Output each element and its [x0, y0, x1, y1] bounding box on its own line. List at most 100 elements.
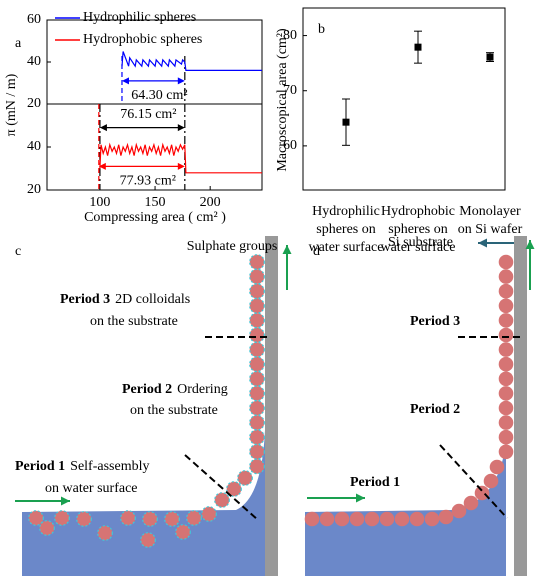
plot-frame: [302, 7, 506, 191]
panel-label: b: [318, 22, 325, 37]
colloid-sphere: [249, 443, 265, 460]
colloid-sphere: [249, 297, 265, 314]
data-point: [414, 43, 422, 51]
colloid-sphere: [474, 485, 490, 501]
data-line: [99, 142, 262, 174]
colloid-sphere: [249, 283, 265, 300]
colloid-sphere: [186, 510, 202, 526]
substrate-wall: [514, 236, 527, 576]
colloid-sphere: [349, 511, 365, 527]
period-description: Self-assembly: [70, 459, 149, 474]
y-tick-label: 40: [27, 139, 41, 154]
data-point: [342, 118, 350, 126]
colloid-sphere: [334, 511, 350, 527]
arrowhead: [356, 493, 365, 503]
x-tick-label: 150: [145, 195, 166, 210]
x-tick-label: 100: [89, 195, 110, 210]
y-tick-label: 70: [283, 83, 297, 98]
colloid-sphere: [28, 510, 44, 526]
period-name: Period 3: [60, 292, 110, 307]
substrate-label: Sulphate groups: [187, 239, 278, 254]
colloid-sphere: [394, 511, 410, 527]
colloid-sphere: [214, 492, 230, 508]
colloid-sphere: [483, 473, 499, 489]
arrowhead: [121, 77, 185, 85]
colloid-sphere: [498, 386, 514, 401]
colloid-sphere: [140, 532, 156, 548]
colloid-sphere: [498, 313, 514, 328]
period-name: Period 1: [15, 459, 65, 474]
y-tick-label: 40: [27, 54, 41, 69]
panel-label: d: [313, 244, 320, 259]
colloid-sphere: [498, 269, 514, 284]
period-label: Period 1 Self-assembly: [15, 459, 149, 474]
y-axis-label: Macroscopical area (cm²): [275, 28, 290, 172]
colloid-sphere: [249, 327, 265, 343]
colloid-sphere: [249, 341, 265, 358]
colloid-sphere: [249, 458, 265, 475]
data-point: [486, 53, 494, 61]
colloid-sphere: [201, 506, 217, 522]
x-tick-label: 200: [200, 195, 221, 210]
arrowhead: [282, 245, 292, 254]
colloid-sphere: [498, 429, 514, 445]
colloid-sphere: [76, 511, 92, 527]
colloid-sphere: [463, 495, 479, 511]
arrowhead: [61, 496, 70, 506]
period-name: Period 3: [410, 314, 460, 329]
y-tick-label: 20: [27, 96, 41, 111]
colloid-sphere: [498, 415, 514, 430]
colloid-sphere: [304, 511, 320, 527]
x-tick-label: Hydrophilic spheres on water surface: [308, 204, 383, 255]
period-name: Period 1: [350, 475, 400, 490]
arrowhead: [525, 240, 535, 249]
legend-label: Hydrophobic spheres: [83, 32, 202, 47]
period-boundary: [184, 454, 259, 521]
period-name: Period 2: [410, 402, 460, 417]
x-axis-label: Compressing area ( cm² ): [84, 210, 226, 225]
x-tick-label: Hydrophobic spheres on water surface: [380, 204, 455, 255]
colloid-sphere: [54, 510, 70, 526]
colloid-sphere: [249, 254, 265, 270]
y-tick-label: 80: [283, 28, 297, 43]
colloid-sphere: [498, 298, 514, 314]
period-description: on the substrate: [90, 314, 178, 329]
data-line: [121, 51, 262, 71]
y-tick-label: 20: [27, 182, 41, 197]
period-boundary: [439, 444, 508, 519]
colloid-sphere: [175, 524, 191, 540]
colloid-sphere: [249, 356, 265, 373]
period-label: Period 2 Ordering: [122, 382, 228, 397]
colloid-sphere: [120, 510, 136, 526]
period-description: 2D colloidals: [115, 292, 190, 307]
colloid-sphere: [498, 371, 514, 387]
colloid-sphere: [409, 511, 425, 527]
colloid-sphere: [164, 511, 180, 527]
colloid-sphere: [364, 511, 380, 527]
water: [305, 440, 506, 576]
arrowhead: [478, 238, 487, 248]
legend-label: Hydrophilic spheres: [83, 10, 196, 25]
water: [22, 430, 265, 576]
substrate-label: Si substrate: [388, 235, 453, 250]
annotation-label: 77.93 cm²: [120, 174, 176, 189]
colloid-sphere: [249, 429, 265, 446]
colloid-sphere: [319, 511, 335, 527]
colloid-sphere: [498, 356, 514, 372]
substrate-wall: [265, 236, 278, 576]
colloid-sphere: [498, 400, 514, 416]
period-label: Period 2: [410, 402, 460, 417]
period-label: Period 1: [350, 475, 400, 490]
period-description: on the substrate: [130, 403, 218, 418]
colloid-sphere: [97, 525, 113, 541]
colloid-sphere: [498, 444, 514, 460]
period-label: Period 3 2D colloidals: [60, 292, 190, 307]
colloid-sphere: [379, 511, 395, 527]
colloid-sphere: [498, 342, 514, 357]
colloid-sphere: [424, 511, 440, 527]
annotation-label: 76.15 cm²: [120, 107, 176, 122]
x-tick-label: Monolayer on Si wafer: [458, 204, 523, 237]
y-axis-label: π (mN / m): [4, 73, 19, 136]
y-tick-label: 60: [27, 12, 41, 27]
